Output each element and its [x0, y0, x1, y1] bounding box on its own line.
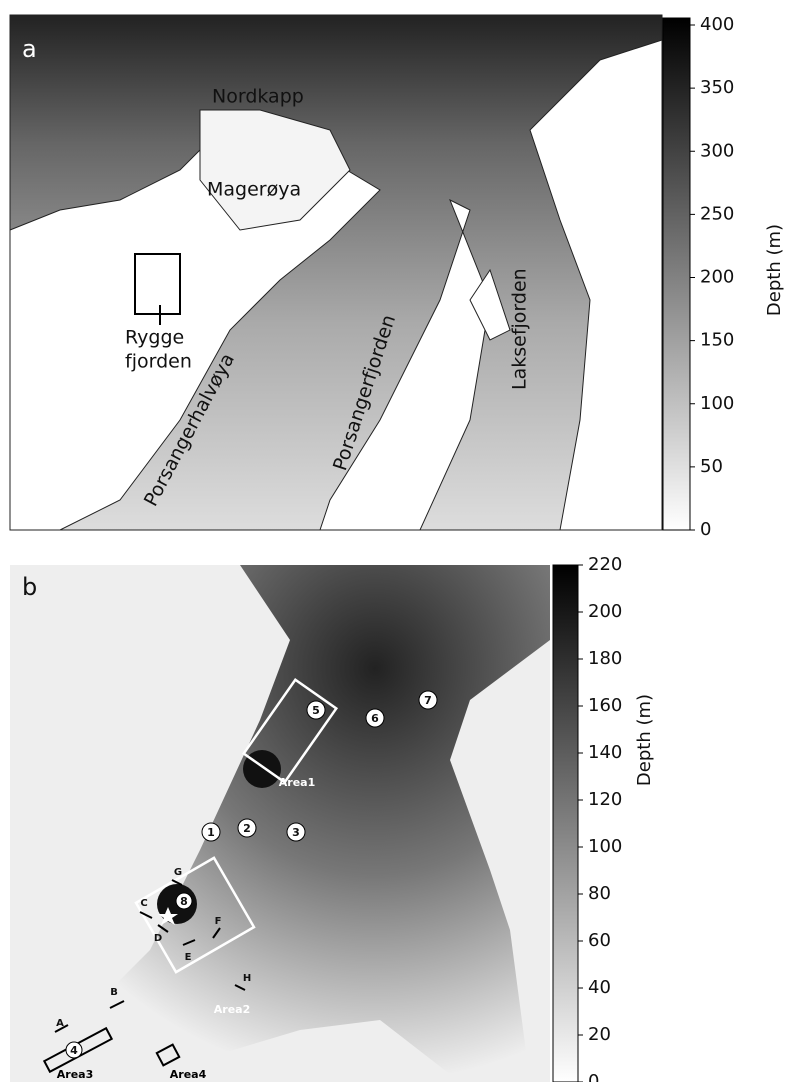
- transect-label: G: [174, 867, 182, 878]
- panel-label: a: [22, 35, 37, 63]
- colorbar-tick-label: 140: [588, 742, 622, 763]
- colorbar-tick-label: 100: [700, 393, 734, 414]
- map-b: b 1 2 3 4 5 6 7 8 Area1 Area2 Area3 Area…: [10, 565, 550, 1082]
- place: Magerøya: [207, 179, 301, 201]
- station: 4: [70, 1044, 78, 1057]
- station: 5: [312, 704, 320, 717]
- area-label: Area3: [57, 1068, 93, 1081]
- map-a: a Nordkapp Magerøya Rygge fjorden Porsan…: [10, 15, 662, 530]
- colorbar-tick-label: 160: [588, 695, 622, 716]
- colorbar-tick-label: 400: [700, 14, 734, 35]
- transect-label: B: [110, 987, 118, 998]
- colorbar-tick-label: 180: [588, 648, 622, 669]
- colorbar: [663, 18, 690, 530]
- colorbar-tick-label: 20: [588, 1024, 611, 1045]
- colorbar-tick-label: 350: [700, 77, 734, 98]
- colorbar-tick-label: 60: [588, 930, 611, 951]
- colorbar: [553, 565, 578, 1082]
- colorbar-tick-label: 120: [588, 789, 622, 810]
- station: 7: [424, 694, 432, 707]
- station: 6: [371, 712, 379, 725]
- panel-label: b: [22, 573, 37, 601]
- colorbar-label: Depth (m): [764, 224, 785, 316]
- colorbar-tick-label: 0: [588, 1071, 599, 1082]
- area-label: Area2: [214, 1003, 250, 1016]
- place: Laksefjorden: [509, 268, 531, 390]
- colorbar-tick-label: 300: [700, 140, 734, 161]
- colorbar-tick-label: 200: [700, 267, 734, 288]
- transect-label: C: [140, 898, 147, 909]
- colorbar-tick-label: 100: [588, 836, 622, 857]
- colorbar-tick-label: 80: [588, 883, 611, 904]
- colorbar-tick-label: 40: [588, 977, 611, 998]
- transect-label: F: [215, 916, 222, 927]
- colorbar-tick-label: 150: [700, 330, 734, 351]
- colorbar-tick-label: 0: [700, 519, 711, 540]
- transect-label: D: [154, 933, 162, 944]
- place: Rygge: [125, 327, 184, 349]
- colorbar-tick-label: 200: [588, 601, 622, 622]
- place: Nordkapp: [212, 86, 304, 108]
- station: 1: [207, 826, 215, 839]
- colorbar-label: Depth (m): [634, 694, 655, 786]
- transect-label: A: [56, 1018, 64, 1029]
- station: 2: [243, 822, 251, 835]
- colorbar-tick-label: 50: [700, 456, 723, 477]
- figure: a Nordkapp Magerøya Rygge fjorden Porsan…: [0, 0, 787, 1082]
- station: 3: [292, 826, 300, 839]
- transect-label: E: [185, 952, 192, 963]
- area-label: Area1: [279, 776, 315, 789]
- place: fjorden: [125, 351, 192, 373]
- area-label: Area4: [170, 1068, 207, 1081]
- station: 8: [180, 895, 188, 908]
- colorbar-tick-label: 220: [588, 554, 622, 575]
- colorbar-tick-label: 250: [700, 203, 734, 224]
- transect-label: H: [243, 973, 251, 984]
